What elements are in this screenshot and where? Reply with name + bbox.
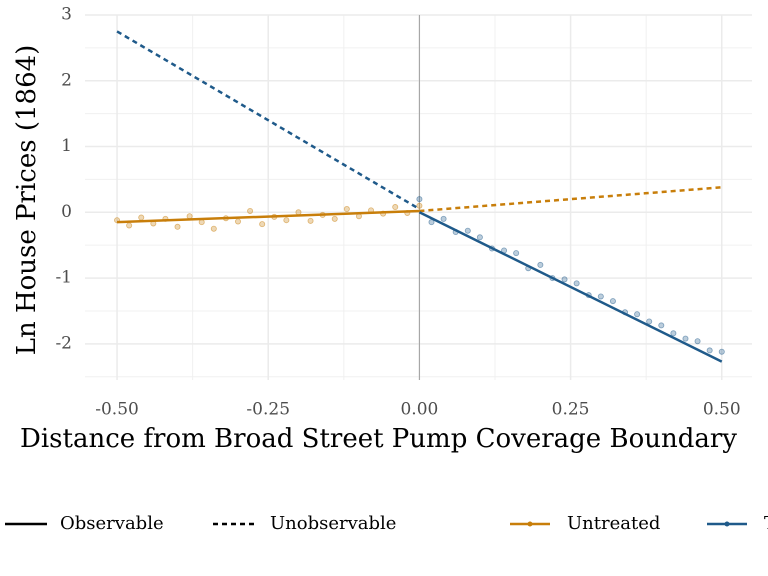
y-tick-label: 3 [61, 5, 72, 25]
point [561, 276, 568, 283]
point [537, 261, 544, 268]
point [416, 202, 423, 209]
y-tick-label: -2 [55, 333, 72, 353]
point [464, 227, 471, 234]
fit-line [418, 211, 723, 363]
point [573, 280, 580, 287]
x-tick-label: 0.50 [703, 400, 741, 420]
y-tick-label: 2 [61, 70, 72, 90]
point [513, 250, 520, 257]
point [416, 196, 423, 203]
point [658, 322, 665, 329]
point [694, 338, 701, 345]
point [138, 214, 145, 221]
x-tick-label: 0.25 [552, 400, 590, 420]
point [597, 293, 604, 300]
legend-label: Treated [764, 513, 768, 534]
point [646, 318, 653, 325]
point [609, 298, 616, 305]
y-axis-title: Ln House Prices (1864) [12, 45, 42, 356]
fit-line [117, 209, 420, 224]
point [259, 221, 266, 228]
legend-key [527, 521, 533, 527]
x-axis-title: Distance from Broad Street Pump Coverage… [20, 424, 737, 454]
point [283, 217, 290, 224]
point [392, 204, 399, 211]
point [234, 218, 241, 225]
point [476, 234, 483, 241]
y-tick-label: -1 [55, 268, 72, 288]
legend-label: Unobservable [270, 513, 396, 534]
point [670, 330, 677, 337]
point [174, 223, 181, 230]
point [295, 209, 302, 216]
y-tick-label: 0 [61, 202, 72, 222]
legend-key [724, 521, 730, 527]
x-tick-label: 0.00 [400, 400, 438, 420]
point [331, 215, 338, 222]
legend-label: Observable [60, 513, 164, 534]
point [247, 207, 254, 214]
point [440, 215, 447, 222]
x-tick-label: -0.50 [95, 400, 139, 420]
point [126, 222, 133, 229]
fit-line [116, 30, 421, 211]
legend-label: Untreated [567, 513, 660, 534]
y-tick-label: 1 [61, 136, 72, 156]
point [343, 206, 350, 213]
point [307, 217, 314, 224]
point [210, 225, 217, 232]
point [186, 213, 193, 220]
point [634, 311, 641, 318]
fit-line [419, 186, 722, 213]
point [706, 347, 713, 354]
x-tick-label: -0.25 [246, 400, 290, 420]
point [682, 335, 689, 342]
point [718, 348, 725, 355]
